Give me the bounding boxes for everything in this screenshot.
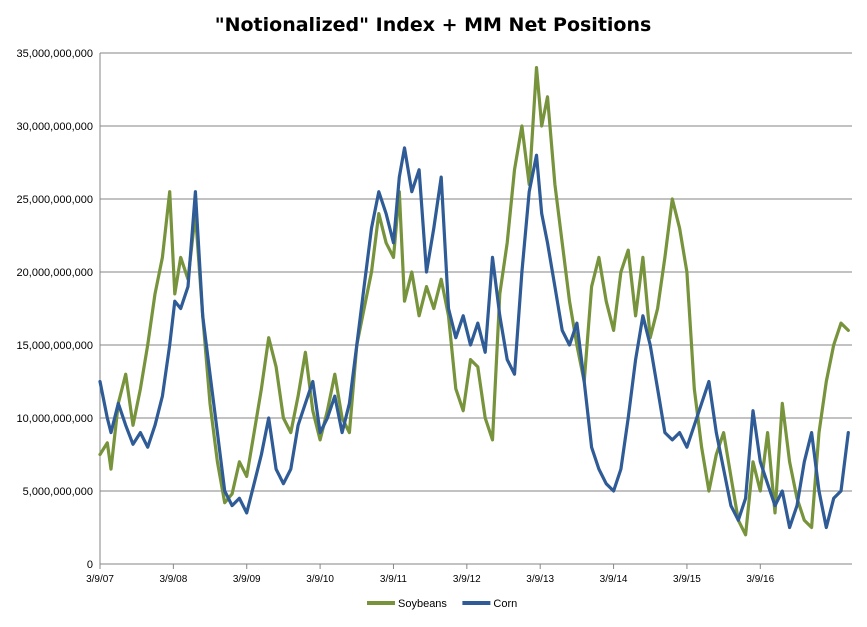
x-tick-label: 3/9/09 bbox=[233, 574, 261, 585]
x-tick-label: 3/9/12 bbox=[453, 574, 481, 585]
y-tick-label: 10,000,000,000 bbox=[17, 413, 93, 425]
series-lines bbox=[98, 66, 850, 537]
x-tick-label: 3/9/16 bbox=[746, 574, 774, 585]
x-tick-label: 3/9/07 bbox=[86, 574, 114, 585]
series-line-soybeans bbox=[98, 66, 850, 537]
chart-title: "Notionalized" Index + MM Net Positions bbox=[215, 14, 652, 36]
legend-label-soybeans: Soybeans bbox=[398, 598, 447, 610]
y-tick-label: 20,000,000,000 bbox=[17, 267, 93, 279]
y-tick-label: 0 bbox=[87, 559, 93, 571]
y-tick-label: 15,000,000,000 bbox=[17, 340, 93, 352]
x-tick-label: 3/9/14 bbox=[600, 574, 628, 585]
x-tick-label: 3/9/15 bbox=[673, 574, 701, 585]
legend-label-corn: Corn bbox=[493, 598, 517, 610]
x-axis: 3/9/07 3/9/08 3/9/09 3/9/10 3/9/11 3/9/12 3/9/… bbox=[86, 53, 852, 585]
series-line-corn bbox=[98, 146, 850, 530]
x-tick-label: 3/9/13 bbox=[526, 574, 554, 585]
y-tick-label: 35,000,000,000 bbox=[17, 48, 93, 60]
y-tick-labels: 0 5,000,000,000 10,000,000,000 15,000,000,0… bbox=[17, 48, 93, 571]
gridlines bbox=[100, 52, 852, 565]
y-tick-label: 30,000,000,000 bbox=[17, 121, 93, 133]
y-tick-label: 5,000,000,000 bbox=[23, 486, 93, 498]
x-tick-label: 3/9/11 bbox=[380, 574, 407, 585]
x-tick-label: 3/9/10 bbox=[306, 574, 334, 585]
x-tick-label: 3/9/08 bbox=[159, 574, 187, 585]
legend: Soybeans Corn bbox=[367, 598, 517, 610]
y-tick-label: 25,000,000,000 bbox=[17, 194, 93, 206]
